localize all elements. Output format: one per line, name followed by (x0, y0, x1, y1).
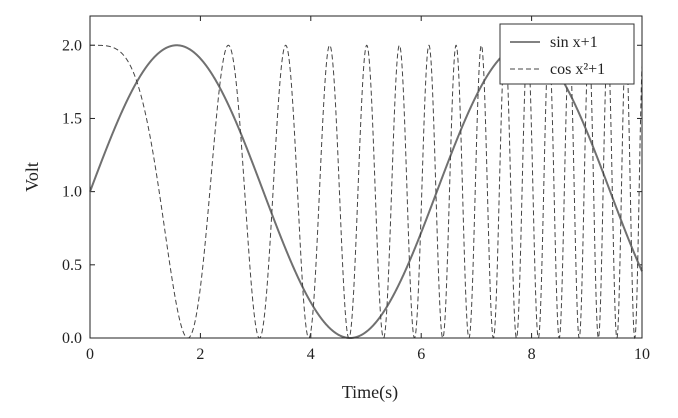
x-tick-label: 0 (86, 346, 94, 363)
y-tick-label: 1.5 (62, 110, 82, 127)
series-line-sin (89, 44, 643, 339)
x-tick-label: 2 (196, 346, 204, 363)
y-tick-label: 0.0 (62, 330, 82, 347)
x-tick-label: 10 (634, 346, 650, 363)
y-tick-label: 2.0 (62, 37, 82, 54)
legend-label-sin: sin x+1 (550, 34, 598, 51)
series-line-cos (90, 44, 643, 340)
legend-box (499, 23, 635, 85)
x-tick-label: 4 (307, 346, 315, 363)
legend-label-cos: cos x²+1 (550, 61, 605, 78)
x-tick-label: 6 (417, 346, 425, 363)
legend: sin x+1 cos x²+1 (499, 23, 635, 85)
plot-lines (89, 44, 643, 340)
y-tick-label: 1.0 (62, 184, 82, 201)
x-tick-label: 8 (528, 346, 536, 363)
y-axis-label: Volt (22, 162, 42, 192)
x-axis-label: Time(s) (342, 382, 398, 403)
y-tick-label: 0.5 (62, 257, 82, 274)
plot-frame (89, 15, 643, 339)
